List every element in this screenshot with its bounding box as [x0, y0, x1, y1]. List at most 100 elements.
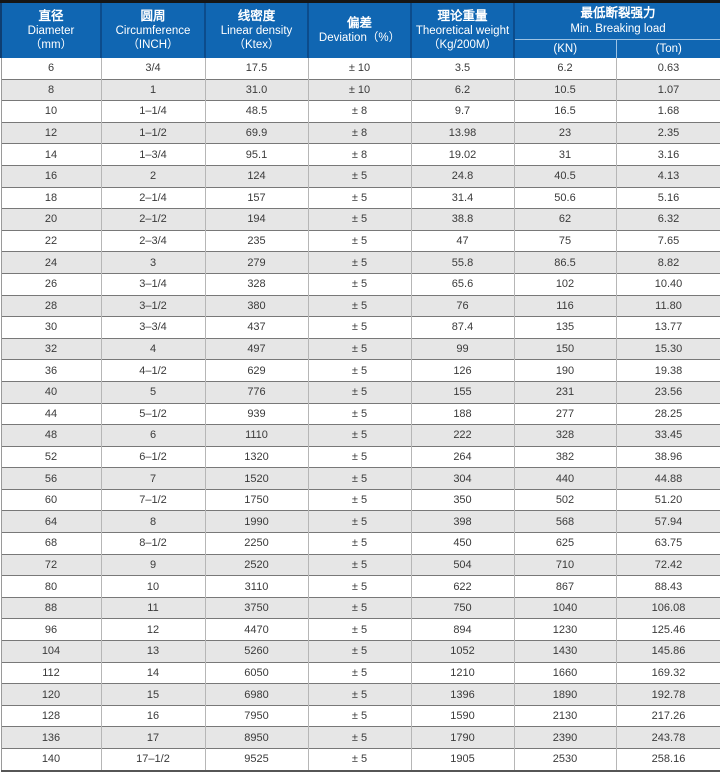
cell-circumference: 7: [100, 467, 205, 490]
cell-breaking-load-ton: 38.96: [615, 445, 720, 468]
cell-linear-density: 235: [204, 229, 308, 252]
cell-linear-density: 6980: [204, 683, 308, 706]
cell-circumference: 8: [100, 510, 205, 533]
cell-theoretical-weight: 1790: [410, 726, 514, 749]
cell-deviation: ± 5: [307, 488, 411, 511]
table-row: 128 16 7950 ± 5 1590 2130 217.26: [0, 704, 720, 727]
cell-theoretical-weight: 894: [410, 618, 514, 641]
cell-linear-density: 17.5: [204, 58, 308, 80]
header-breaking-load-kn: (KN): [513, 39, 616, 58]
table-row: 20 2–1/2 194 ± 5 38.8 62 6.32: [0, 208, 720, 231]
cell-breaking-load-ton: 145.86: [615, 640, 720, 663]
header-theoretical-weight-zh: 理论重量: [437, 8, 488, 23]
cell-breaking-load-kn: 2130: [513, 704, 616, 727]
cell-breaking-load-kn: 86.5: [513, 251, 616, 274]
table-row: 72 9 2520 ± 5 504 710 72.42: [0, 553, 720, 576]
cell-diameter: 64: [0, 510, 101, 533]
cell-breaking-load-kn: 10.5: [513, 78, 616, 101]
cell-diameter: 12: [0, 121, 101, 144]
cell-deviation: ± 5: [307, 747, 411, 772]
cell-breaking-load-ton: 5.16: [615, 186, 720, 209]
table-row: 96 12 4470 ± 5 894 1230 125.46: [0, 618, 720, 641]
cell-circumference: 13: [100, 640, 205, 663]
header-diameter-zh: 直径: [38, 8, 64, 23]
cell-breaking-load-ton: 28.25: [615, 402, 720, 425]
cell-deviation: ± 5: [307, 618, 411, 641]
header-breaking-load-zh: 最低断裂强力: [580, 6, 656, 21]
cell-diameter: 128: [0, 704, 101, 727]
cell-breaking-load-kn: 62: [513, 208, 616, 231]
table-row: 64 8 1990 ± 5 398 568 57.94: [0, 510, 720, 533]
cell-linear-density: 124: [204, 164, 308, 188]
cell-breaking-load-ton: 3.16: [615, 143, 720, 166]
header-deviation: 偏差 Deviation（%）: [307, 3, 411, 58]
cell-circumference: 1–3/4: [100, 143, 205, 166]
cell-linear-density: 9525: [204, 747, 308, 772]
cell-diameter: 136: [0, 726, 101, 749]
cell-diameter: 6: [0, 58, 101, 80]
header-deviation-en: Deviation（%）: [318, 32, 401, 45]
cell-linear-density: 157: [204, 186, 308, 209]
cell-circumference: 16: [100, 704, 205, 727]
cell-deviation: ± 5: [307, 661, 411, 684]
cell-theoretical-weight: 47: [410, 229, 514, 252]
cell-deviation: ± 5: [307, 726, 411, 749]
cell-circumference: 17–1/2: [100, 747, 205, 772]
cell-diameter: 26: [0, 272, 101, 296]
table-body: 6 3/4 17.5 ± 10 3.5 6.2 0.63 8 1 31.0 ± …: [0, 58, 720, 772]
cell-theoretical-weight: 398: [410, 510, 514, 533]
cell-circumference: 3–1/2: [100, 294, 205, 317]
cell-linear-density: 1990: [204, 510, 308, 533]
cell-deviation: ± 5: [307, 272, 411, 296]
cell-linear-density: 380: [204, 294, 308, 317]
cell-breaking-load-ton: 63.75: [615, 532, 720, 555]
cell-linear-density: 776: [204, 380, 308, 403]
cell-linear-density: 2250: [204, 532, 308, 555]
cell-theoretical-weight: 24.8: [410, 164, 514, 188]
cell-breaking-load-kn: 2530: [513, 747, 616, 772]
cell-linear-density: 1520: [204, 467, 308, 490]
cell-deviation: ± 5: [307, 402, 411, 425]
table-row: 136 17 8950 ± 5 1790 2390 243.78: [0, 726, 720, 749]
header-linear-density-zh: 线密度: [237, 8, 276, 23]
header-linear-density-unit: （Ktex）: [233, 39, 280, 52]
cell-breaking-load-kn: 135: [513, 316, 616, 339]
cell-deviation: ± 8: [307, 100, 411, 123]
cell-breaking-load-kn: 23: [513, 121, 616, 144]
cell-theoretical-weight: 65.6: [410, 272, 514, 296]
header-theoretical-weight-unit: （Kg/200M）: [427, 39, 498, 52]
cell-linear-density: 1320: [204, 445, 308, 468]
cell-linear-density: 6050: [204, 661, 308, 684]
cell-breaking-load-kn: 568: [513, 510, 616, 533]
header-linear-density: 线密度 Linear density （Ktex）: [204, 3, 308, 58]
table-row: 44 5–1/2 939 ± 5 188 277 28.25: [0, 402, 720, 425]
cell-breaking-load-kn: 328: [513, 424, 616, 447]
cell-circumference: 8–1/2: [100, 532, 205, 555]
cell-diameter: 72: [0, 553, 101, 576]
cell-diameter: 32: [0, 337, 101, 360]
cell-breaking-load-kn: 190: [513, 359, 616, 382]
cell-linear-density: 279: [204, 251, 308, 274]
header-diameter-en: Diameter: [27, 24, 75, 37]
cell-breaking-load-ton: 0.63: [615, 58, 720, 80]
cell-theoretical-weight: 1052: [410, 640, 514, 663]
table-row: 24 3 279 ± 5 55.8 86.5 8.82: [0, 251, 720, 274]
cell-diameter: 56: [0, 467, 101, 490]
cell-linear-density: 7950: [204, 704, 308, 727]
header-diameter-unit: （mm）: [29, 39, 73, 52]
cell-theoretical-weight: 13.98: [410, 121, 514, 144]
header-deviation-zh: 偏差: [346, 16, 372, 31]
cell-deviation: ± 5: [307, 337, 411, 360]
table-row: 16 2 124 ± 5 24.8 40.5 4.13: [0, 164, 720, 188]
cell-breaking-load-kn: 75: [513, 229, 616, 252]
cell-breaking-load-kn: 1040: [513, 596, 616, 619]
header-breaking-load: 最低断裂强力 Min. Breaking load: [513, 3, 720, 40]
cell-linear-density: 437: [204, 316, 308, 339]
cell-breaking-load-kn: 867: [513, 575, 616, 598]
cell-breaking-load-kn: 382: [513, 445, 616, 468]
table-row: 68 8–1/2 2250 ± 5 450 625 63.75: [0, 532, 720, 555]
cell-circumference: 14: [100, 661, 205, 684]
cell-breaking-load-ton: 1.07: [615, 78, 720, 101]
table-row: 48 6 1110 ± 5 222 328 33.45: [0, 424, 720, 447]
cell-breaking-load-ton: 7.65: [615, 229, 720, 252]
